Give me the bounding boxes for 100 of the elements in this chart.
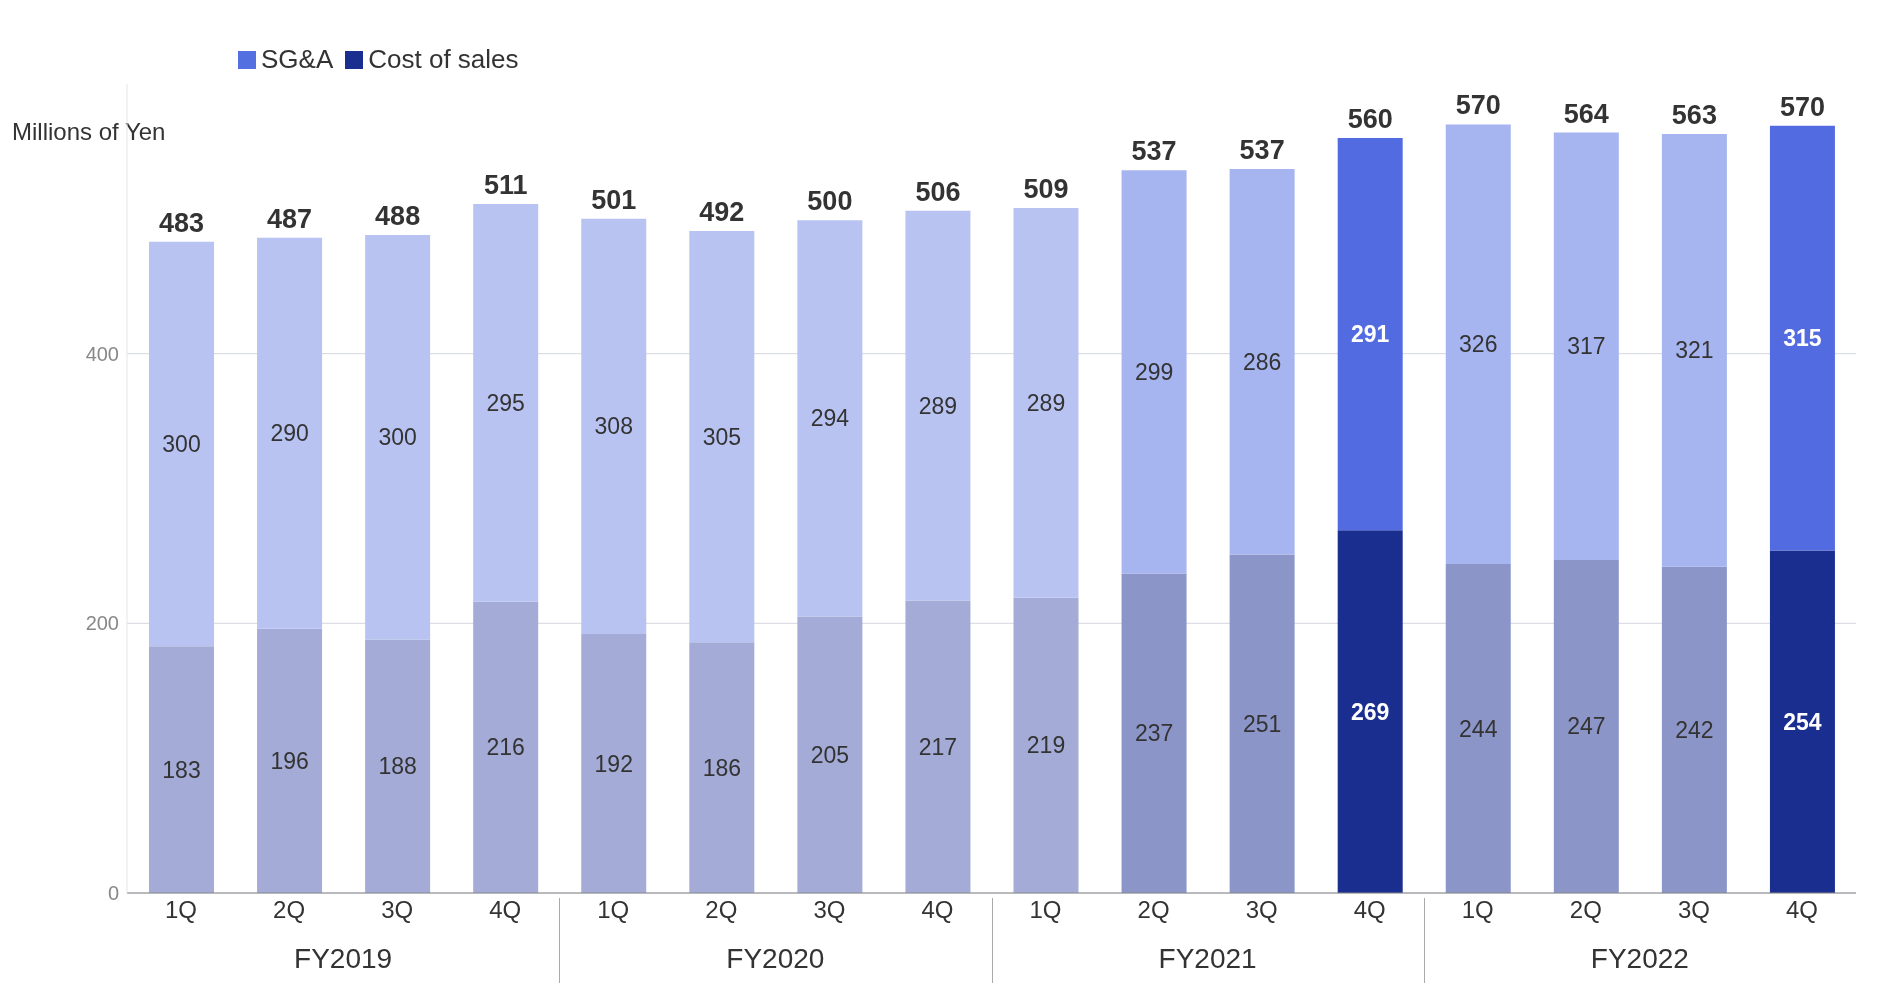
data-label: 269 [1351, 698, 1390, 725]
x-tick-label: 4Q [1785, 896, 1818, 924]
data-label: 192 [594, 750, 633, 777]
bar [689, 230, 755, 643]
data-label: 305 [702, 423, 741, 450]
bar [1121, 573, 1187, 893]
total-label: 501 [591, 184, 637, 215]
bar [905, 600, 971, 893]
x-tick-label: 2Q [273, 896, 306, 924]
bar [149, 241, 214, 647]
bar [797, 220, 863, 617]
bar [257, 628, 323, 893]
text: FY2021 [1157, 943, 1258, 975]
data-label: 326 [1459, 331, 1498, 358]
data-label: 216 [486, 734, 525, 761]
total-label: 560 [1347, 103, 1393, 134]
bar [149, 646, 214, 893]
data-label: 251 [1242, 710, 1282, 737]
legend-label: SG&A [261, 44, 334, 75]
x-tick-label: 3Q [813, 896, 846, 924]
total-label: 563 [1671, 99, 1717, 130]
total-label: 492 [699, 196, 745, 227]
bar [1661, 133, 1727, 567]
data-label: 254 [1783, 708, 1822, 735]
bar [1229, 554, 1295, 893]
bar [365, 639, 431, 893]
bar [905, 210, 971, 601]
data-label: 289 [918, 392, 958, 419]
total-label: 537 [1131, 136, 1177, 167]
bar [365, 235, 431, 640]
bar [1553, 559, 1619, 893]
bar [1013, 597, 1079, 893]
x-tick-label: 1Q [165, 896, 198, 924]
total-label: 500 [807, 186, 853, 217]
data-label: 291 [1351, 321, 1390, 348]
data-label: 183 [162, 756, 201, 783]
x-tick-label: 4Q [1353, 896, 1386, 924]
bar [797, 616, 863, 893]
data-label: 290 [270, 420, 309, 447]
x-tick-label: 2Q [705, 896, 738, 924]
total-label: 488 [375, 201, 421, 232]
x-tick-label: 3Q [1245, 896, 1278, 924]
data-label: 219 [1026, 732, 1066, 759]
data-label: 237 [1134, 720, 1174, 747]
data-label: 205 [810, 741, 850, 768]
data-label: 286 [1242, 348, 1282, 375]
total-label: 564 [1563, 98, 1609, 129]
data-label: 295 [486, 389, 525, 416]
data-label: 217 [918, 733, 958, 760]
data-label: 186 [702, 754, 741, 781]
bar [1337, 530, 1403, 893]
total-label: 537 [1239, 134, 1285, 165]
bar [1769, 125, 1835, 551]
x-tick-label: 2Q [1137, 896, 1170, 924]
y-tick-label: 0 [107, 882, 119, 905]
x-tick-label: 4Q [921, 896, 954, 924]
bar [257, 237, 323, 629]
bar [1229, 168, 1295, 555]
bar [473, 204, 539, 602]
data-label: 299 [1134, 358, 1174, 385]
text: FY2019 [293, 943, 394, 975]
bar [581, 634, 647, 893]
total-label: 509 [1023, 174, 1069, 205]
bar [1553, 132, 1619, 560]
x-tick-label: 4Q [489, 896, 522, 924]
bar [1445, 124, 1511, 565]
text: FY2022 [1589, 943, 1690, 975]
data-label: 244 [1459, 715, 1498, 742]
x-tick-label: 2Q [1569, 896, 1602, 924]
bar [1661, 566, 1727, 893]
text: FY2020 [725, 943, 826, 975]
total-label: 487 [267, 203, 313, 234]
total-label: 570 [1455, 90, 1501, 121]
y-tick-label: 200 [85, 612, 119, 635]
legend-label: Cost of sales [368, 44, 519, 75]
x-tick-label: 1Q [1029, 896, 1062, 924]
bar [1013, 208, 1079, 598]
data-label: 188 [378, 753, 417, 780]
bar [1769, 550, 1835, 893]
data-label: 289 [1026, 389, 1066, 416]
total-label: 483 [158, 207, 205, 238]
data-label: 242 [1675, 716, 1714, 743]
data-label: 315 [1783, 325, 1822, 352]
data-label: 247 [1567, 713, 1606, 740]
total-label: 506 [915, 176, 961, 207]
bar [473, 601, 539, 893]
data-label: 321 [1675, 337, 1714, 364]
data-label: 300 [378, 424, 417, 451]
total-label: 570 [1779, 91, 1825, 122]
bar [689, 642, 755, 893]
data-label: 317 [1567, 333, 1606, 360]
total-label: 511 [483, 170, 528, 200]
bar [1337, 137, 1403, 531]
x-tick-label: 1Q [597, 896, 630, 924]
data-label: 308 [594, 413, 633, 440]
x-tick-label: 3Q [1677, 896, 1710, 924]
data-label: 294 [810, 405, 850, 432]
x-tick-label: 1Q [1461, 896, 1494, 924]
bar [581, 218, 647, 635]
bar [1121, 170, 1187, 574]
